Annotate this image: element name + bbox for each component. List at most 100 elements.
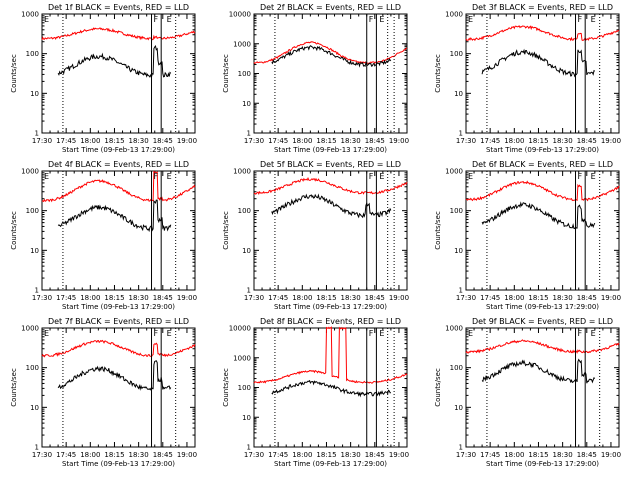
x-tick-label: 17:30	[244, 294, 264, 302]
x-tick-label: 18:15	[316, 451, 336, 459]
series-line	[481, 48, 596, 78]
x-tick-label: 17:45	[268, 137, 288, 145]
x-tick-label: 17:30	[244, 137, 264, 145]
x-axis-label: Start Time (09-Feb-13 17:29:00)	[274, 303, 387, 311]
plot-frame	[253, 327, 408, 448]
x-tick-label: 18:00	[292, 451, 312, 459]
x-axis-label: Start Time (09-Feb-13 17:29:00)	[486, 460, 599, 468]
x-tick-label: 18:00	[292, 294, 312, 302]
plot-frame	[253, 13, 408, 134]
y-tick-label: 1	[459, 444, 463, 452]
panel-1: Det 1f BLACK = Events, RED = LLD 1 10 100 10…	[10, 3, 197, 154]
y-axis-label: Counts/sec	[10, 54, 18, 93]
x-tick-label: 19:00	[389, 294, 409, 302]
series-line	[57, 199, 172, 233]
y-tick-label: 100	[450, 207, 463, 215]
x-tick-label: 17:30	[456, 294, 476, 302]
x-tick-label: 18:45	[153, 451, 173, 459]
x-tick-label: 17:30	[32, 294, 52, 302]
x-tick-label: 17:45	[480, 137, 500, 145]
y-tick-label: 10	[242, 100, 251, 108]
x-axis-label: Start Time (09-Feb-13 17:29:00)	[62, 146, 175, 154]
x-tick-label: 17:30	[32, 451, 52, 459]
x-tick-label: 18:00	[504, 451, 524, 459]
marker-label: E	[379, 172, 384, 181]
series-line	[271, 45, 392, 68]
series-line	[481, 201, 596, 230]
y-tick-label: 100	[238, 384, 251, 392]
panel-3: Det 3f BLACK = Events, RED = LLD 1 10 100 10…	[434, 3, 621, 154]
x-tick-label: 17:45	[480, 451, 500, 459]
x-tick-label: 18:00	[292, 137, 312, 145]
y-tick-label: 10	[454, 247, 463, 255]
y-tick-label: 1	[459, 130, 463, 138]
panel-title: Det 8f BLACK = Events, RED = LLD	[260, 317, 401, 326]
y-tick-label: 1000	[21, 168, 39, 176]
x-tick-label: 18:15	[528, 137, 548, 145]
x-tick-label: 18:30	[341, 294, 361, 302]
series-line	[271, 193, 392, 219]
x-tick-label: 18:00	[80, 137, 100, 145]
x-tick-label: 18:45	[153, 294, 173, 302]
panel-2: Det 2f BLACK = Events, RED = LLD 1 10 100 10…	[222, 3, 409, 154]
marker-label: F	[578, 329, 583, 338]
marker-label: E	[167, 329, 172, 338]
series-line	[465, 25, 620, 42]
series-line	[57, 360, 172, 391]
marker-label: E	[591, 329, 596, 338]
x-tick-label: 18:45	[365, 294, 385, 302]
y-tick-label: 1	[459, 287, 463, 295]
plot-frame	[41, 13, 196, 134]
y-tick-label: 10	[454, 404, 463, 412]
x-axis-label: Start Time (09-Feb-13 17:29:00)	[274, 146, 387, 154]
y-tick-label: 1000	[233, 40, 251, 48]
marker-label: E	[591, 172, 596, 181]
panel-title: Det 5f BLACK = Events, RED = LLD	[260, 160, 401, 169]
marker-label: E	[167, 172, 172, 181]
marker-label: F	[369, 15, 374, 24]
y-tick-label: 100	[26, 207, 39, 215]
series-line	[465, 180, 620, 202]
panel-7: Det 7f BLACK = Events, RED = LLD 1 10 100 10…	[10, 317, 197, 468]
x-tick-label: 18:30	[341, 451, 361, 459]
x-tick-label: 17:45	[56, 294, 76, 302]
marker-label: F	[578, 15, 583, 24]
y-tick-label: 1	[247, 444, 251, 452]
panel-title: Det 3f BLACK = Events, RED = LLD	[472, 3, 613, 12]
marker-label: E	[167, 15, 172, 24]
x-tick-label: 18:30	[553, 137, 573, 145]
x-tick-label: 18:45	[153, 137, 173, 145]
marker-label: E	[468, 329, 473, 338]
x-tick-label: 17:45	[480, 294, 500, 302]
plot-frame	[465, 327, 620, 448]
y-tick-label: 10	[30, 90, 39, 98]
y-tick-label: 100	[26, 364, 39, 372]
y-tick-label: 10	[30, 404, 39, 412]
marker-label: E	[379, 329, 384, 338]
y-tick-label: 10000	[229, 325, 251, 333]
y-tick-label: 1	[247, 130, 251, 138]
y-tick-label: 1000	[21, 11, 39, 19]
panel-title: Det 7f BLACK = Events, RED = LLD	[48, 317, 189, 326]
y-axis-label: Counts/sec	[434, 54, 442, 93]
marker-label: F	[369, 329, 374, 338]
marker-label: F	[154, 172, 159, 181]
x-axis-label: Start Time (09-Feb-13 17:29:00)	[486, 303, 599, 311]
x-tick-label: 18:00	[80, 294, 100, 302]
y-tick-label: 100	[450, 364, 463, 372]
panel-8: Det 8f BLACK = Events, RED = LLD 1 10 100 10…	[222, 317, 409, 468]
x-tick-label: 18:45	[365, 451, 385, 459]
panel-5: Det 5f BLACK = Events, RED = LLD 1 10 100 10…	[222, 160, 409, 311]
x-tick-label: 18:15	[316, 137, 336, 145]
x-axis-label: Start Time (09-Feb-13 17:29:00)	[274, 460, 387, 468]
x-tick-label: 17:30	[456, 137, 476, 145]
x-tick-label: 19:00	[601, 137, 621, 145]
x-axis-label: Start Time (09-Feb-13 17:29:00)	[62, 460, 175, 468]
x-tick-label: 18:15	[104, 451, 124, 459]
y-tick-label: 100	[238, 70, 251, 78]
series-line	[271, 379, 392, 398]
x-tick-label: 18:15	[104, 294, 124, 302]
x-tick-label: 19:00	[177, 137, 197, 145]
y-tick-label: 1	[35, 444, 39, 452]
